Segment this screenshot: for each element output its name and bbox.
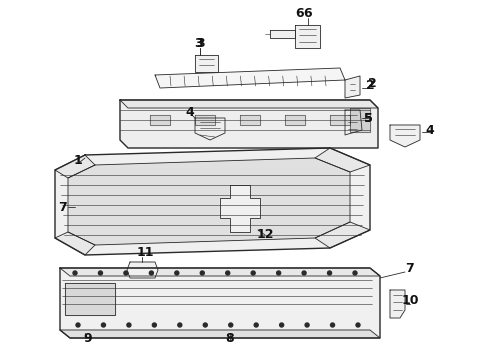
Circle shape — [73, 271, 77, 275]
Text: 12: 12 — [256, 229, 274, 242]
Polygon shape — [65, 283, 115, 315]
Circle shape — [331, 323, 335, 327]
Polygon shape — [60, 268, 380, 276]
Polygon shape — [120, 100, 378, 108]
Polygon shape — [195, 115, 215, 125]
Circle shape — [175, 271, 179, 275]
Polygon shape — [345, 76, 360, 98]
Polygon shape — [345, 110, 362, 135]
Polygon shape — [390, 290, 405, 318]
Text: 5: 5 — [364, 112, 372, 125]
Circle shape — [76, 323, 80, 327]
Polygon shape — [60, 268, 380, 338]
Text: 4: 4 — [426, 123, 434, 136]
Text: 1: 1 — [74, 153, 82, 166]
Circle shape — [356, 323, 360, 327]
Text: 3: 3 — [196, 36, 204, 50]
Circle shape — [302, 271, 306, 275]
Text: 11: 11 — [136, 246, 154, 258]
Circle shape — [280, 323, 284, 327]
Polygon shape — [127, 262, 158, 278]
Circle shape — [98, 271, 102, 275]
Text: 9: 9 — [84, 332, 92, 345]
Text: 8: 8 — [226, 332, 234, 345]
Circle shape — [124, 271, 128, 275]
Circle shape — [226, 271, 230, 275]
Polygon shape — [240, 115, 260, 125]
Text: 7: 7 — [406, 261, 415, 275]
Polygon shape — [390, 125, 420, 147]
Circle shape — [254, 323, 258, 327]
Polygon shape — [195, 55, 218, 72]
Polygon shape — [60, 330, 380, 338]
Circle shape — [200, 271, 204, 275]
Circle shape — [229, 323, 233, 327]
Text: 5: 5 — [364, 112, 372, 125]
Text: 3: 3 — [194, 36, 202, 50]
Polygon shape — [150, 115, 170, 125]
Polygon shape — [330, 115, 350, 125]
Polygon shape — [120, 100, 378, 148]
Text: 6: 6 — [304, 6, 312, 19]
Polygon shape — [55, 148, 370, 255]
Circle shape — [327, 271, 332, 275]
Polygon shape — [155, 68, 345, 88]
Polygon shape — [315, 148, 370, 172]
Polygon shape — [285, 115, 305, 125]
Polygon shape — [55, 232, 95, 255]
Polygon shape — [315, 222, 370, 248]
Text: 7: 7 — [58, 201, 66, 213]
Polygon shape — [55, 155, 95, 178]
Polygon shape — [295, 25, 320, 48]
Circle shape — [149, 271, 153, 275]
Circle shape — [127, 323, 131, 327]
Circle shape — [305, 323, 309, 327]
Circle shape — [178, 323, 182, 327]
Circle shape — [277, 271, 281, 275]
Polygon shape — [350, 108, 370, 132]
Circle shape — [203, 323, 207, 327]
Polygon shape — [220, 185, 260, 232]
Circle shape — [251, 271, 255, 275]
Circle shape — [152, 323, 156, 327]
Circle shape — [353, 271, 357, 275]
Text: 6: 6 — [295, 6, 304, 19]
Text: 2: 2 — [368, 77, 376, 90]
Text: 4: 4 — [186, 105, 195, 118]
Text: 2: 2 — [366, 78, 374, 91]
Polygon shape — [195, 118, 225, 140]
Text: 10: 10 — [401, 293, 419, 306]
Circle shape — [101, 323, 105, 327]
Polygon shape — [68, 158, 350, 245]
Polygon shape — [270, 30, 295, 38]
